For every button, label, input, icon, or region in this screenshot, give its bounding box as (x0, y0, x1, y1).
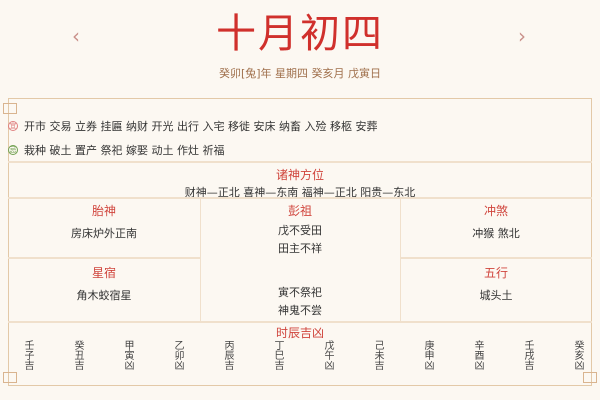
prev-day-button[interactable]: ‹ (72, 24, 80, 48)
pengzu-line: 田主不祥 (278, 242, 322, 255)
hour-item: 辛酉凶 (472, 340, 483, 370)
gods-title: 诸神方位 (275, 168, 324, 182)
lunar-date-title: 十月初四 (216, 11, 384, 57)
divider (200, 198, 201, 321)
pengzu-cell: 彭祖 戊不受田 田主不祥 寅不祭祀 神鬼不尝 (200, 202, 400, 320)
divider (400, 257, 592, 259)
hour-item: 癸丑吉 (72, 340, 83, 370)
ji-icon: 忌 (8, 145, 18, 155)
hour-item: 戊午凶 (322, 340, 333, 370)
next-day-button[interactable]: ‹ (518, 24, 526, 48)
divider (400, 198, 401, 321)
pengzu-line: 神鬼不尝 (278, 304, 322, 317)
chongsha-text: 冲猴 煞北 (472, 227, 520, 240)
hours-title-wrap: 时辰吉凶 (8, 324, 592, 347)
taishen-cell: 胎神 房床炉外正南 (8, 202, 200, 241)
divider (8, 257, 200, 259)
hour-item: 丙辰吉 (222, 340, 233, 370)
hour-item: 乙卯凶 (172, 340, 183, 370)
pengzu-line: 寅不祭祀 (278, 286, 322, 299)
divider (8, 161, 592, 163)
ji-row: 忌 栽种 破土 置产 祭祀 嫁娶 动土 作灶 祈福 (8, 142, 592, 158)
hour-item: 壬戌吉 (522, 340, 533, 370)
hour-item: 癸亥凶 (572, 340, 583, 370)
gods-section: 诸神方位 财神—正北 喜神—东南 福神—正北 阳贵—东北 (8, 166, 592, 200)
divider (8, 197, 592, 199)
ji-items: 栽种 破土 置产 祭祀 嫁娶 动土 作灶 祈福 (24, 144, 225, 157)
wuxing-title: 五行 (483, 266, 508, 280)
gods-text: 财神—正北 喜神—东南 福神—正北 阳贵—东北 (184, 186, 416, 199)
almanac-panel (8, 98, 592, 386)
hour-item: 壬子吉 (22, 340, 33, 370)
xingxiu-text: 角木蛟宿星 (76, 289, 132, 302)
yi-items: 开市 交易 立券 挂匾 纳财 开光 出行 入宅 移徙 安床 纳畜 入殓 移柩 安… (24, 120, 378, 133)
hour-item: 丁巳吉 (272, 340, 283, 370)
divider (8, 321, 592, 323)
hour-item: 甲寅凶 (122, 340, 133, 370)
taishen-title: 胎神 (91, 204, 116, 218)
wuxing-text: 城头土 (479, 289, 513, 302)
ganzhi-subtitle: 癸卯[兔]年 星期四 癸亥月 戊寅日 (218, 67, 382, 80)
yi-icon: 宜 (8, 121, 18, 131)
taishen-text: 房床炉外正南 (71, 227, 137, 240)
xingxiu-cell: 星宿 角木蛟宿星 (8, 264, 200, 303)
pengzu-line: 戊不受田 (278, 224, 322, 237)
chongsha-cell: 冲煞 冲猴 煞北 (400, 202, 592, 241)
chongsha-title: 冲煞 (483, 204, 508, 218)
pengzu-title: 彭祖 (287, 204, 312, 218)
corner-ornament (583, 372, 597, 383)
hours-title: 时辰吉凶 (275, 326, 324, 340)
corner-ornament (3, 372, 17, 383)
hour-item: 庚申凶 (422, 340, 433, 370)
xingxiu-title: 星宿 (91, 266, 116, 280)
wuxing-cell: 五行 城头土 (400, 264, 592, 303)
hour-item: 己未吉 (372, 340, 383, 370)
corner-ornament (3, 103, 17, 114)
yi-row: 宜 开市 交易 立券 挂匾 纳财 开光 出行 入宅 移徙 安床 纳畜 入殓 移柩… (8, 118, 592, 134)
